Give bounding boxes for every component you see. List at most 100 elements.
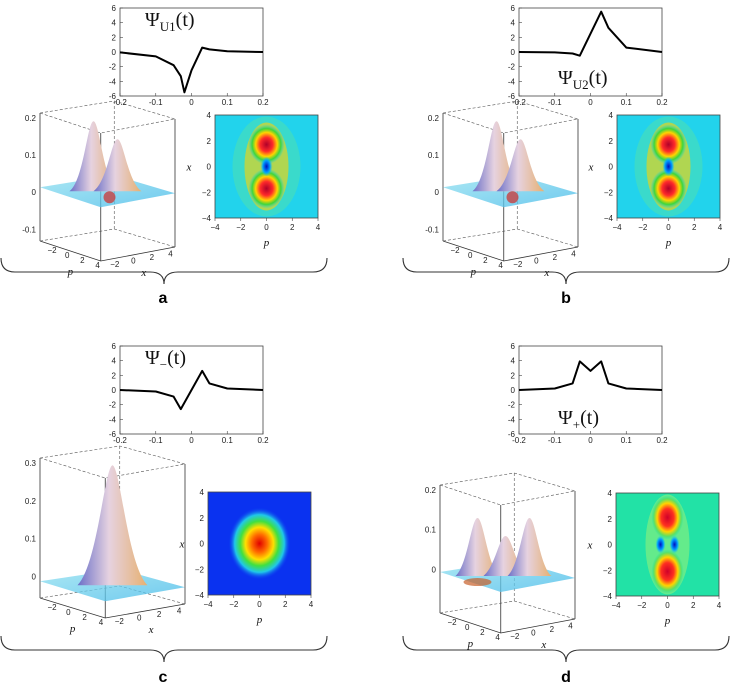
y-tick-label: 0 — [609, 163, 614, 172]
x-tick-label: 4 — [571, 250, 576, 259]
x-tick-label: 0 — [131, 257, 136, 266]
y-tick-label: -4 — [109, 415, 117, 424]
y-tick-label: -6 — [508, 92, 516, 101]
y-tick-label: -6 — [109, 430, 117, 439]
surface-peak — [455, 518, 500, 577]
y-tick-label: 6 — [511, 4, 516, 13]
y-tick-label: -4 — [508, 77, 516, 86]
x-tick-label: -0.1 — [149, 98, 163, 107]
x-tick-label: -0.2 — [113, 436, 127, 445]
y-tick-label: 2 — [608, 515, 613, 524]
x-tick-label: -0.2 — [512, 436, 526, 445]
density-blob — [248, 168, 285, 209]
panel-label-c: c — [159, 669, 168, 686]
plot-title: Ψ+(t) — [558, 407, 599, 432]
z-tick-label: 0.1 — [425, 526, 437, 535]
x-tick-label: 0.2 — [656, 436, 668, 445]
psi-curve — [518, 10, 663, 57]
box-top — [442, 100, 579, 134]
z-tick-label: 0 — [32, 572, 37, 581]
y-tick-label: 2 — [511, 33, 516, 42]
p-axis-label: p — [69, 623, 76, 635]
x-tick-label: 0.2 — [257, 98, 269, 107]
surface-dip — [103, 191, 116, 204]
y-tick-label: 0 — [207, 163, 212, 172]
surface-peak — [496, 139, 545, 192]
y-tick-label: 0 — [112, 48, 117, 57]
x-tick-label: -0.2 — [512, 98, 526, 107]
psi-plot-c: 6 4 2 0 -2 -4 -6-0.2 -0.1 0 0.1 0.2 Ψ−(t) — [109, 342, 269, 445]
p-tick-label: 2 — [80, 256, 85, 265]
panel-label-b: b — [561, 290, 571, 307]
psi-plot-b: 6 4 2 0 -2 -4 -6-0.2 -0.1 0 0.1 0.2 ΨU2(t) — [508, 4, 668, 107]
y-tick-label: 0 — [200, 540, 205, 549]
psi-plot-d: 6 4 2 0 -2 -4 -6-0.2 -0.1 0 0.1 0.2 Ψ+(t) — [508, 342, 668, 445]
y-tick-label: 2 — [511, 371, 516, 380]
surface-peak — [507, 518, 552, 577]
density-blob — [228, 507, 291, 580]
x-tick-label: 0 — [137, 614, 142, 623]
x-tick-label: 0 — [189, 436, 194, 445]
y-tick-label: 2 — [609, 137, 614, 146]
p-axis-label: p — [467, 638, 474, 650]
density-plot-a: −4−4 −2 −2 0 0 2 2 4 4 p x — [186, 111, 321, 249]
x-axis-label: x — [543, 267, 549, 279]
density-plot-d: −4−4 −2 −2 0 0 2 2 4 4 p x — [587, 489, 722, 627]
x-tick-label: 2 — [553, 253, 558, 262]
x-tick-label: 2 — [290, 223, 295, 232]
p-tick-label: 2 — [82, 613, 87, 622]
p-tick-label: −2 — [47, 246, 57, 255]
y-tick-label: 2 — [112, 371, 117, 380]
x-tick-label: -0.1 — [548, 436, 562, 445]
p-tick-label: 4 — [495, 633, 500, 642]
y-tick-label: -4 — [508, 415, 516, 424]
y-tick-label: -6 — [109, 92, 117, 101]
x-tick-label: −4 — [203, 600, 213, 609]
surface-dip — [463, 578, 492, 587]
surface-dip — [506, 191, 519, 204]
panel-brace — [402, 635, 730, 663]
box-top — [39, 100, 176, 134]
plot-title: Ψ−(t) — [145, 347, 186, 372]
x-tick-label: 0 — [257, 600, 262, 609]
y-tick-label: 2 — [200, 514, 205, 523]
density-blob — [248, 124, 285, 165]
x-axis-label: p — [256, 614, 263, 626]
x-tick-label: −4 — [612, 223, 622, 232]
x-tick-label: 2 — [692, 223, 697, 232]
z-tick-label: 0 — [435, 188, 440, 197]
z-tick-label: 0 — [432, 565, 437, 574]
p-tick-label: 2 — [480, 628, 485, 637]
z-tick-label: 0.3 — [25, 459, 37, 468]
x-tick-label: −2 — [115, 617, 125, 626]
x-tick-label: −2 — [638, 223, 648, 232]
x-tick-label: 0.1 — [222, 98, 234, 107]
y-tick-label: -2 — [109, 401, 117, 410]
panel-label-a: a — [159, 290, 168, 307]
z-tick-label: 0.1 — [25, 535, 37, 544]
y-tick-label: 4 — [112, 357, 117, 366]
p-tick-label: −2 — [450, 246, 460, 255]
x-tick-label: 0 — [588, 98, 593, 107]
y-tick-label: −2 — [202, 188, 212, 197]
x-tick-label: 4 — [168, 250, 173, 259]
panel-brace — [0, 257, 328, 285]
density-hole — [662, 156, 675, 177]
y-tick-label: 4 — [112, 19, 117, 28]
x-tick-label: 0 — [665, 601, 670, 610]
x-tick-label: −2 — [110, 260, 120, 269]
density-blob — [650, 124, 687, 165]
surface-peak — [77, 465, 148, 586]
x-tick-label: 0 — [531, 629, 536, 638]
density-plot-b: −4−4 −2 −2 0 0 2 2 4 4 p x — [588, 111, 723, 249]
p-tick-label: 2 — [483, 256, 488, 265]
box-bottom-front — [39, 597, 186, 619]
p-tick-label: 4 — [498, 261, 503, 270]
y-tick-label: -2 — [109, 63, 117, 72]
p-tick-label: −2 — [447, 618, 457, 627]
density-blob — [651, 495, 684, 540]
x-axis-label: x — [140, 267, 146, 279]
z-tick-label: 0.1 — [25, 151, 37, 160]
